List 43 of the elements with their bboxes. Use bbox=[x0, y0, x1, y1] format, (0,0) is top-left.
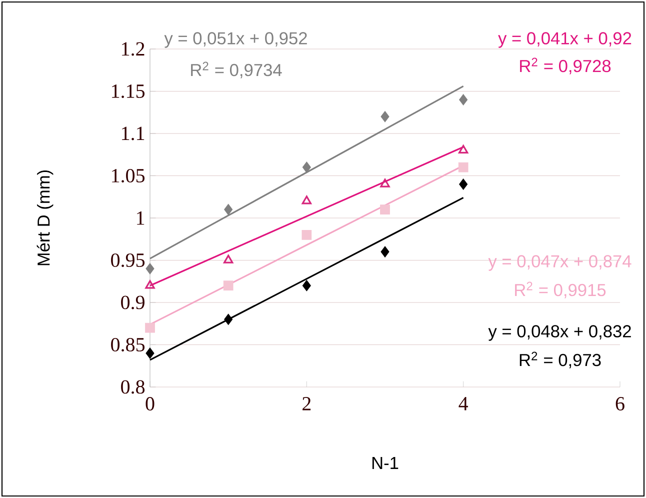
annotation: R$^{2}$ = 0,9728 bbox=[520, 58, 611, 74]
x-tick-label: 2 bbox=[302, 397, 311, 410]
point bbox=[459, 94, 468, 106]
point bbox=[302, 162, 311, 173]
point bbox=[145, 280, 155, 289]
point bbox=[380, 178, 390, 188]
y-tick-label: 1.1 bbox=[122, 126, 144, 140]
annotation: R$^{2}$ = 0,9734 bbox=[191, 62, 282, 78]
point bbox=[302, 230, 312, 240]
y-tick-label: 0.85 bbox=[111, 338, 145, 352]
point bbox=[146, 263, 154, 274]
point bbox=[146, 348, 154, 359]
text: y = 0,051x + 0,952 bbox=[164, 32, 307, 48]
point bbox=[459, 178, 468, 190]
y-tick-label: 1.2 bbox=[122, 42, 144, 56]
y-axis-title: Mért D (mm) bbox=[36, 170, 54, 266]
point bbox=[380, 246, 390, 258]
y-tick-label: 1 bbox=[137, 211, 144, 225]
y-tick-label: 0.8 bbox=[121, 380, 145, 394]
text: y = 0,041x + 0,92 bbox=[498, 32, 632, 48]
x-tick-label: 4 bbox=[458, 397, 468, 410]
point bbox=[223, 280, 234, 291]
point bbox=[224, 314, 233, 325]
annotation: y = 0,047x + 0,874 bbox=[488, 255, 632, 271]
point bbox=[458, 144, 468, 154]
point bbox=[302, 280, 311, 292]
point bbox=[145, 322, 155, 333]
y-tick-label: 1.15 bbox=[112, 84, 145, 98]
x-axis-title: N-1 bbox=[372, 457, 398, 469]
point bbox=[380, 110, 390, 122]
annotation: R$^{2}$ = 0,973 bbox=[520, 352, 601, 368]
y-tick-label: 1.05 bbox=[112, 168, 145, 183]
annotation: R$^{2}$ = 0,9915 bbox=[515, 282, 606, 298]
point bbox=[380, 204, 390, 214]
point bbox=[458, 162, 468, 172]
annotation: y = 0,048x + 0,832 bbox=[488, 325, 631, 341]
y-tick-label: 0.95 bbox=[111, 253, 145, 268]
x-tick-label: 6 bbox=[616, 397, 624, 410]
point bbox=[224, 204, 233, 216]
point bbox=[223, 254, 234, 264]
y-tick-label: 0.9 bbox=[121, 296, 144, 310]
point bbox=[302, 196, 312, 204]
x-tick-label: 0 bbox=[146, 397, 154, 411]
